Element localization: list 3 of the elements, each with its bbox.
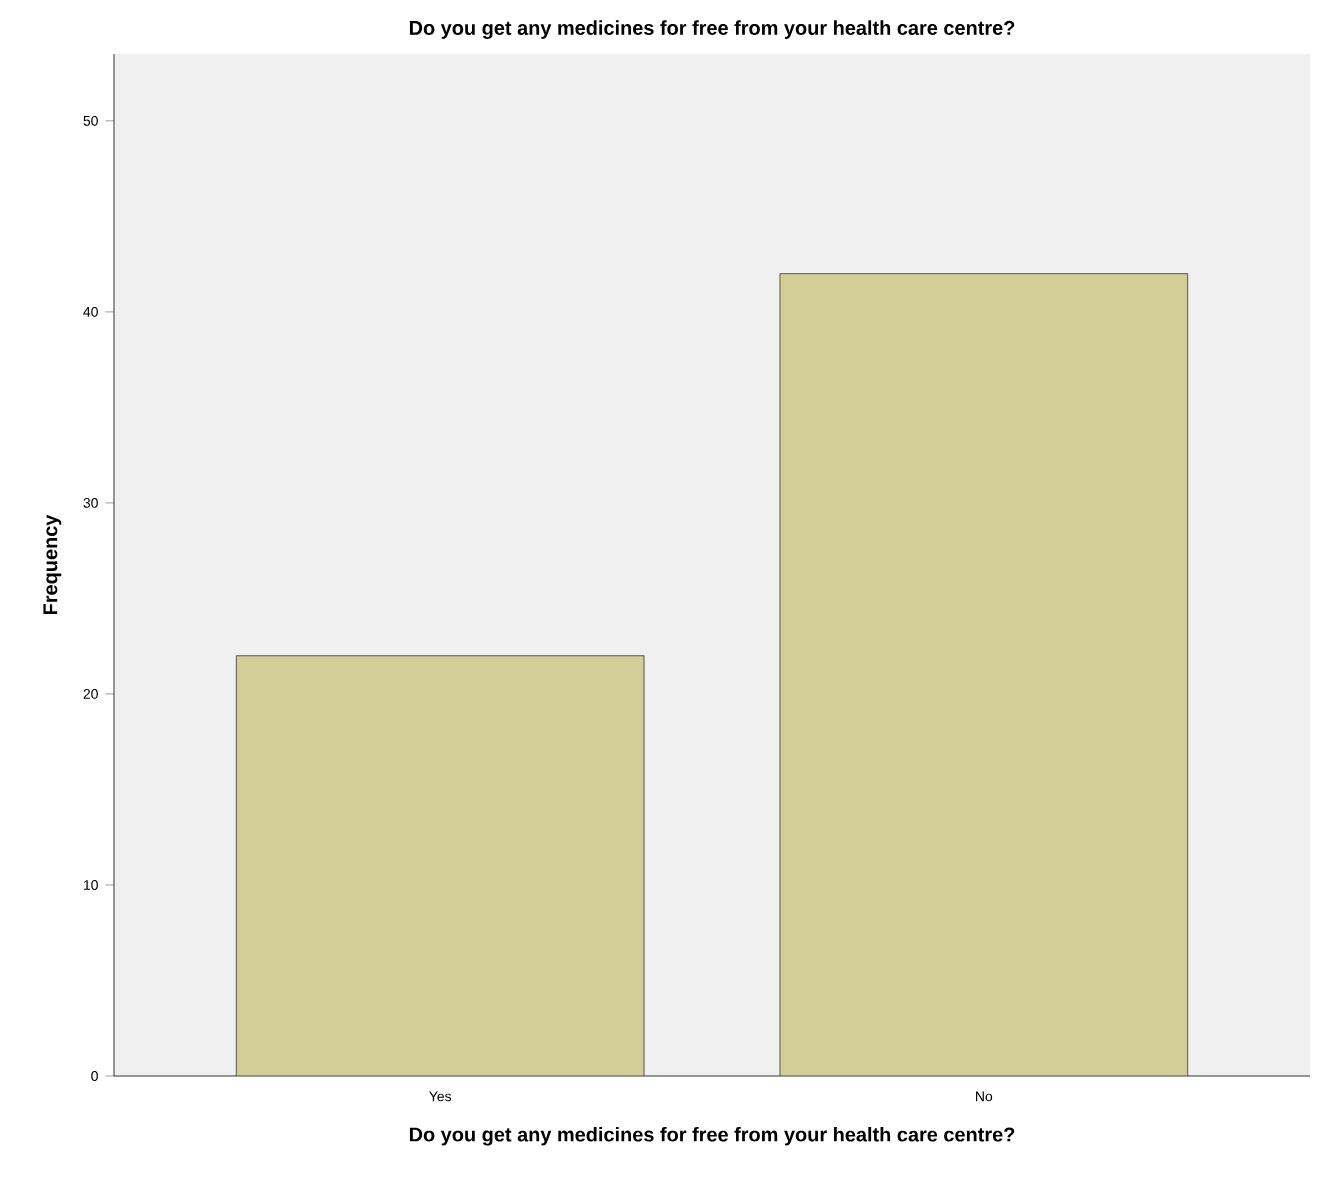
x-axis-title: Do you get any medicines for free from your health care centre? (409, 1126, 1015, 1146)
chart-title: Do you get any medicines for free from your health care centre? (409, 20, 1015, 39)
y-axis-title: Frequency (43, 514, 62, 615)
